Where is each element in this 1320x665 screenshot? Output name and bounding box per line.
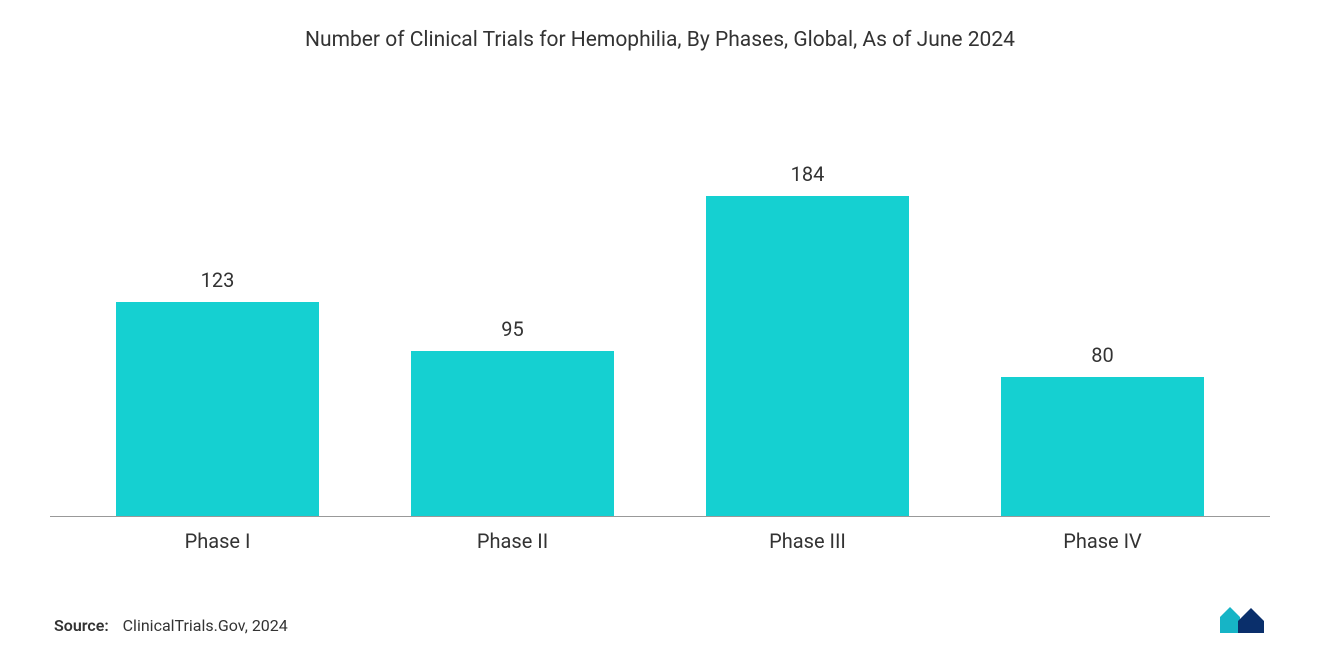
x-label-0: Phase I [88,529,348,553]
bar-value-2: 184 [791,162,825,186]
logo-bar-2 [1238,608,1264,633]
chart-footer: Source: ClinicalTrials.Gov, 2024 [50,603,1270,635]
plot-area: 123 95 184 80 [50,62,1270,517]
logo-bar-1 [1220,607,1240,633]
x-label-2: Phase III [678,529,938,553]
chart-container: Number of Clinical Trials for Hemophilia… [0,0,1320,665]
bar-group-0: 123 [88,268,348,516]
x-label-1: Phase II [383,529,643,553]
bar-value-0: 123 [201,268,235,292]
x-label-3: Phase IV [973,529,1233,553]
chart-title: Number of Clinical Trials for Hemophilia… [50,28,1270,52]
source-line: Source: ClinicalTrials.Gov, 2024 [54,616,288,635]
brand-logo-icon [1218,603,1266,635]
bar-2 [706,196,908,516]
source-label: Source: [54,616,109,635]
bar-value-3: 80 [1091,343,1113,367]
bar-group-2: 184 [678,162,938,516]
bar-group-3: 80 [973,343,1233,516]
source-text: ClinicalTrials.Gov, 2024 [123,616,288,635]
bar-3 [1001,377,1203,516]
bar-0 [116,302,318,516]
bar-group-1: 95 [383,317,643,516]
x-axis-labels: Phase I Phase II Phase III Phase IV [50,517,1270,553]
bar-value-1: 95 [501,317,523,341]
bar-1 [411,351,613,516]
